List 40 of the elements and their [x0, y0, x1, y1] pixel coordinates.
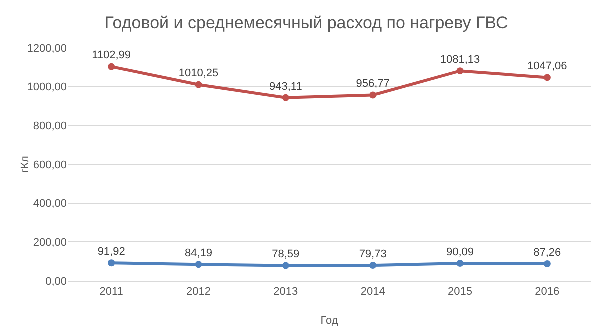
data-label: 943,11	[270, 80, 302, 93]
point	[544, 260, 551, 268]
data-label: 91,92	[98, 246, 126, 258]
y-tick-label: 1000,00	[27, 82, 67, 94]
data-label: 1010,25	[178, 68, 219, 80]
point	[195, 81, 202, 88]
x-axis-title: Год	[320, 315, 339, 327]
x-tick-label: 2015	[448, 286, 472, 298]
y-tick-label: 600,00	[33, 159, 67, 172]
point	[195, 261, 202, 268]
point	[108, 260, 116, 267]
y-tick-label: 0,00	[46, 276, 67, 288]
y-tick-label: 1200,00	[27, 42, 67, 55]
point	[456, 260, 464, 268]
data-label: 90,09	[446, 246, 474, 258]
y-tick-label: 800,00	[33, 120, 67, 133]
point	[456, 68, 464, 75]
data-label: 1081,13	[440, 54, 480, 66]
data-label: 79,73	[359, 248, 387, 260]
data-label: 1047,06	[528, 60, 568, 73]
x-tick-label: 2014	[360, 286, 386, 298]
data-label: 1102,99	[92, 50, 132, 62]
chart-title: Годовой и среднемесячный расход по нагреву ГВС	[104, 13, 508, 32]
data-label: 78,59	[272, 248, 300, 261]
y-tick-label: 400,00	[33, 198, 67, 210]
x-tick-label: 2011	[100, 286, 124, 298]
point	[544, 74, 551, 82]
point	[370, 92, 377, 99]
x-tick-label: 2012	[186, 286, 211, 298]
data-label: 84,19	[184, 248, 213, 260]
data-label: 956,77	[356, 78, 390, 90]
data-label: 87,26	[534, 246, 562, 259]
point	[370, 262, 377, 270]
point	[108, 63, 116, 70]
y-tick-label: 200,00	[33, 237, 67, 250]
y-axis-title: гКл	[19, 156, 32, 173]
x-tick-label: 2013	[274, 286, 298, 298]
point	[282, 262, 290, 270]
point	[282, 94, 290, 102]
x-tick-label: 2016	[535, 286, 560, 298]
